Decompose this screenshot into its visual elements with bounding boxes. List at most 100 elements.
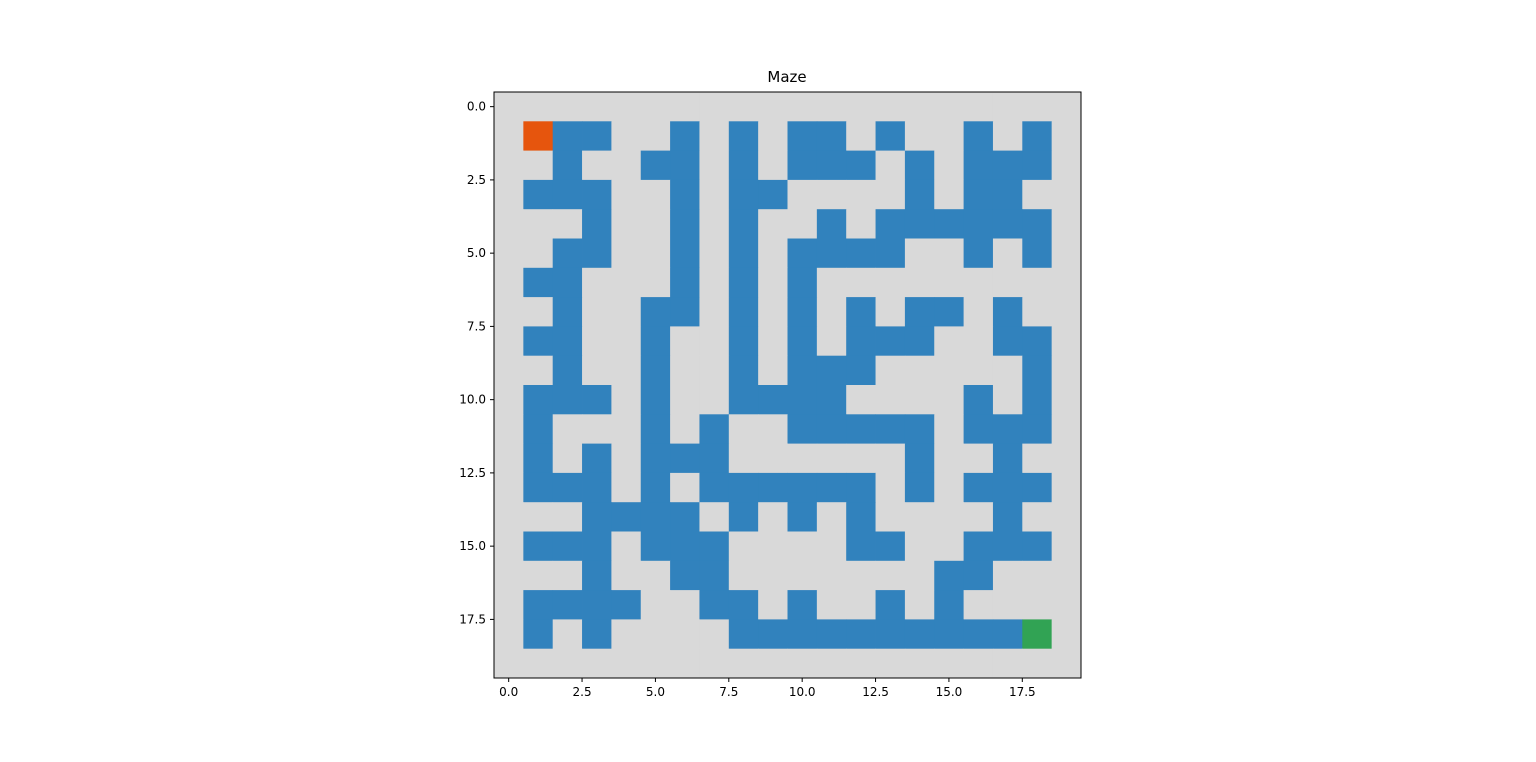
maze-path-cell bbox=[992, 443, 1023, 474]
maze-path-cell bbox=[787, 121, 818, 151]
maze-path-cell bbox=[904, 472, 935, 503]
maze-wall-cell bbox=[582, 414, 612, 444]
maze-wall-cell bbox=[611, 619, 642, 650]
maze-wall-cell bbox=[875, 355, 906, 386]
maze-path-cell bbox=[1022, 150, 1053, 181]
maze-path-cell bbox=[699, 531, 730, 562]
maze-path-cell bbox=[1022, 472, 1053, 503]
maze-path-cell bbox=[640, 355, 671, 386]
maze-wall-cell bbox=[758, 590, 788, 620]
maze-wall-cell bbox=[611, 355, 642, 386]
maze-wall-cell bbox=[582, 355, 612, 386]
maze-path-cell bbox=[1022, 209, 1053, 239]
maze-wall-cell bbox=[875, 472, 906, 503]
maze-wall-cell bbox=[728, 560, 759, 591]
maze-path-cell bbox=[875, 326, 906, 357]
maze-wall-cell bbox=[846, 443, 876, 474]
maze-wall-cell bbox=[523, 297, 554, 327]
maze-wall-cell bbox=[934, 238, 964, 269]
maze-wall-cell bbox=[728, 414, 759, 444]
maze-path-cell bbox=[875, 590, 906, 620]
maze-wall-cell bbox=[1051, 121, 1082, 151]
maze-path-cell bbox=[787, 385, 818, 415]
maze-wall-cell bbox=[523, 150, 554, 181]
y-tick-label: 2.5 bbox=[467, 173, 486, 187]
maze-wall-cell bbox=[787, 209, 818, 239]
maze-path-cell bbox=[582, 560, 612, 591]
maze-wall-cell bbox=[494, 267, 524, 298]
maze-wall-cell bbox=[1051, 472, 1082, 503]
maze-wall-cell bbox=[992, 267, 1023, 298]
maze-wall-cell bbox=[934, 502, 964, 532]
maze-path-cell bbox=[846, 619, 876, 650]
maze-path-cell bbox=[728, 267, 759, 298]
maze-wall-cell bbox=[728, 648, 759, 679]
maze-wall-cell bbox=[640, 238, 671, 269]
maze-path-cell bbox=[523, 267, 554, 298]
maze-path-cell bbox=[582, 179, 612, 210]
maze-wall-cell bbox=[1051, 619, 1082, 650]
maze-wall-cell bbox=[904, 590, 935, 620]
maze-wall-cell bbox=[846, 92, 876, 122]
maze-path-cell bbox=[640, 385, 671, 415]
maze-path-cell bbox=[523, 590, 554, 620]
maze-wall-cell bbox=[494, 92, 524, 122]
maze-wall-cell bbox=[934, 531, 964, 562]
maze-path-cell bbox=[670, 297, 700, 327]
maze-path-cell bbox=[728, 150, 759, 181]
maze-wall-cell bbox=[552, 443, 583, 474]
maze-path-cell bbox=[670, 238, 700, 269]
maze-path-cell bbox=[758, 179, 788, 210]
maze-wall-cell bbox=[1051, 502, 1082, 532]
maze-wall-cell bbox=[816, 297, 847, 327]
maze-path-cell bbox=[582, 619, 612, 650]
maze-path-cell bbox=[787, 414, 818, 444]
maze-path-cell bbox=[963, 121, 994, 151]
maze-wall-cell bbox=[787, 560, 818, 591]
maze-wall-cell bbox=[875, 92, 906, 122]
maze-wall-cell bbox=[758, 238, 788, 269]
maze-wall-cell bbox=[992, 560, 1023, 591]
maze-path-cell bbox=[728, 121, 759, 151]
maze-wall-cell bbox=[611, 209, 642, 239]
maze-path-cell bbox=[904, 209, 935, 239]
maze-path-cell bbox=[523, 385, 554, 415]
maze-wall-cell bbox=[934, 414, 964, 444]
maze-path-cell bbox=[904, 297, 935, 327]
maze-path-cell bbox=[523, 326, 554, 357]
maze-wall-cell bbox=[787, 179, 818, 210]
maze-wall-cell bbox=[523, 209, 554, 239]
maze-path-cell bbox=[670, 209, 700, 239]
maze-path-cell bbox=[670, 443, 700, 474]
maze-wall-cell bbox=[875, 443, 906, 474]
maze-path-cell bbox=[846, 414, 876, 444]
maze-wall-cell bbox=[1051, 297, 1082, 327]
maze-path-cell bbox=[728, 297, 759, 327]
maze-wall-cell bbox=[494, 355, 524, 386]
maze-wall-cell bbox=[758, 414, 788, 444]
maze-wall-cell bbox=[1022, 590, 1053, 620]
maze-wall-cell bbox=[552, 502, 583, 532]
maze-wall-cell bbox=[1051, 355, 1082, 386]
maze-wall-cell bbox=[904, 238, 935, 269]
maze-wall-cell bbox=[494, 385, 524, 415]
maze-path-cell bbox=[670, 121, 700, 151]
maze-path-cell bbox=[1022, 121, 1053, 151]
maze-wall-cell bbox=[494, 560, 524, 591]
maze-wall-cell bbox=[875, 297, 906, 327]
maze-wall-cell bbox=[611, 179, 642, 210]
maze-wall-cell bbox=[699, 179, 730, 210]
maze-wall-cell bbox=[611, 443, 642, 474]
maze-wall-cell bbox=[758, 326, 788, 357]
maze-wall-cell bbox=[934, 385, 964, 415]
maze-wall-cell bbox=[1022, 502, 1053, 532]
maze-path-cell bbox=[992, 209, 1023, 239]
maze-path-cell bbox=[875, 619, 906, 650]
maze-path-cell bbox=[523, 179, 554, 210]
maze-path-cell bbox=[934, 560, 964, 591]
x-tick-label: 5.0 bbox=[646, 685, 665, 699]
maze-wall-cell bbox=[904, 531, 935, 562]
maze-wall-cell bbox=[846, 267, 876, 298]
maze-path-cell bbox=[816, 355, 847, 386]
maze-wall-cell bbox=[816, 590, 847, 620]
